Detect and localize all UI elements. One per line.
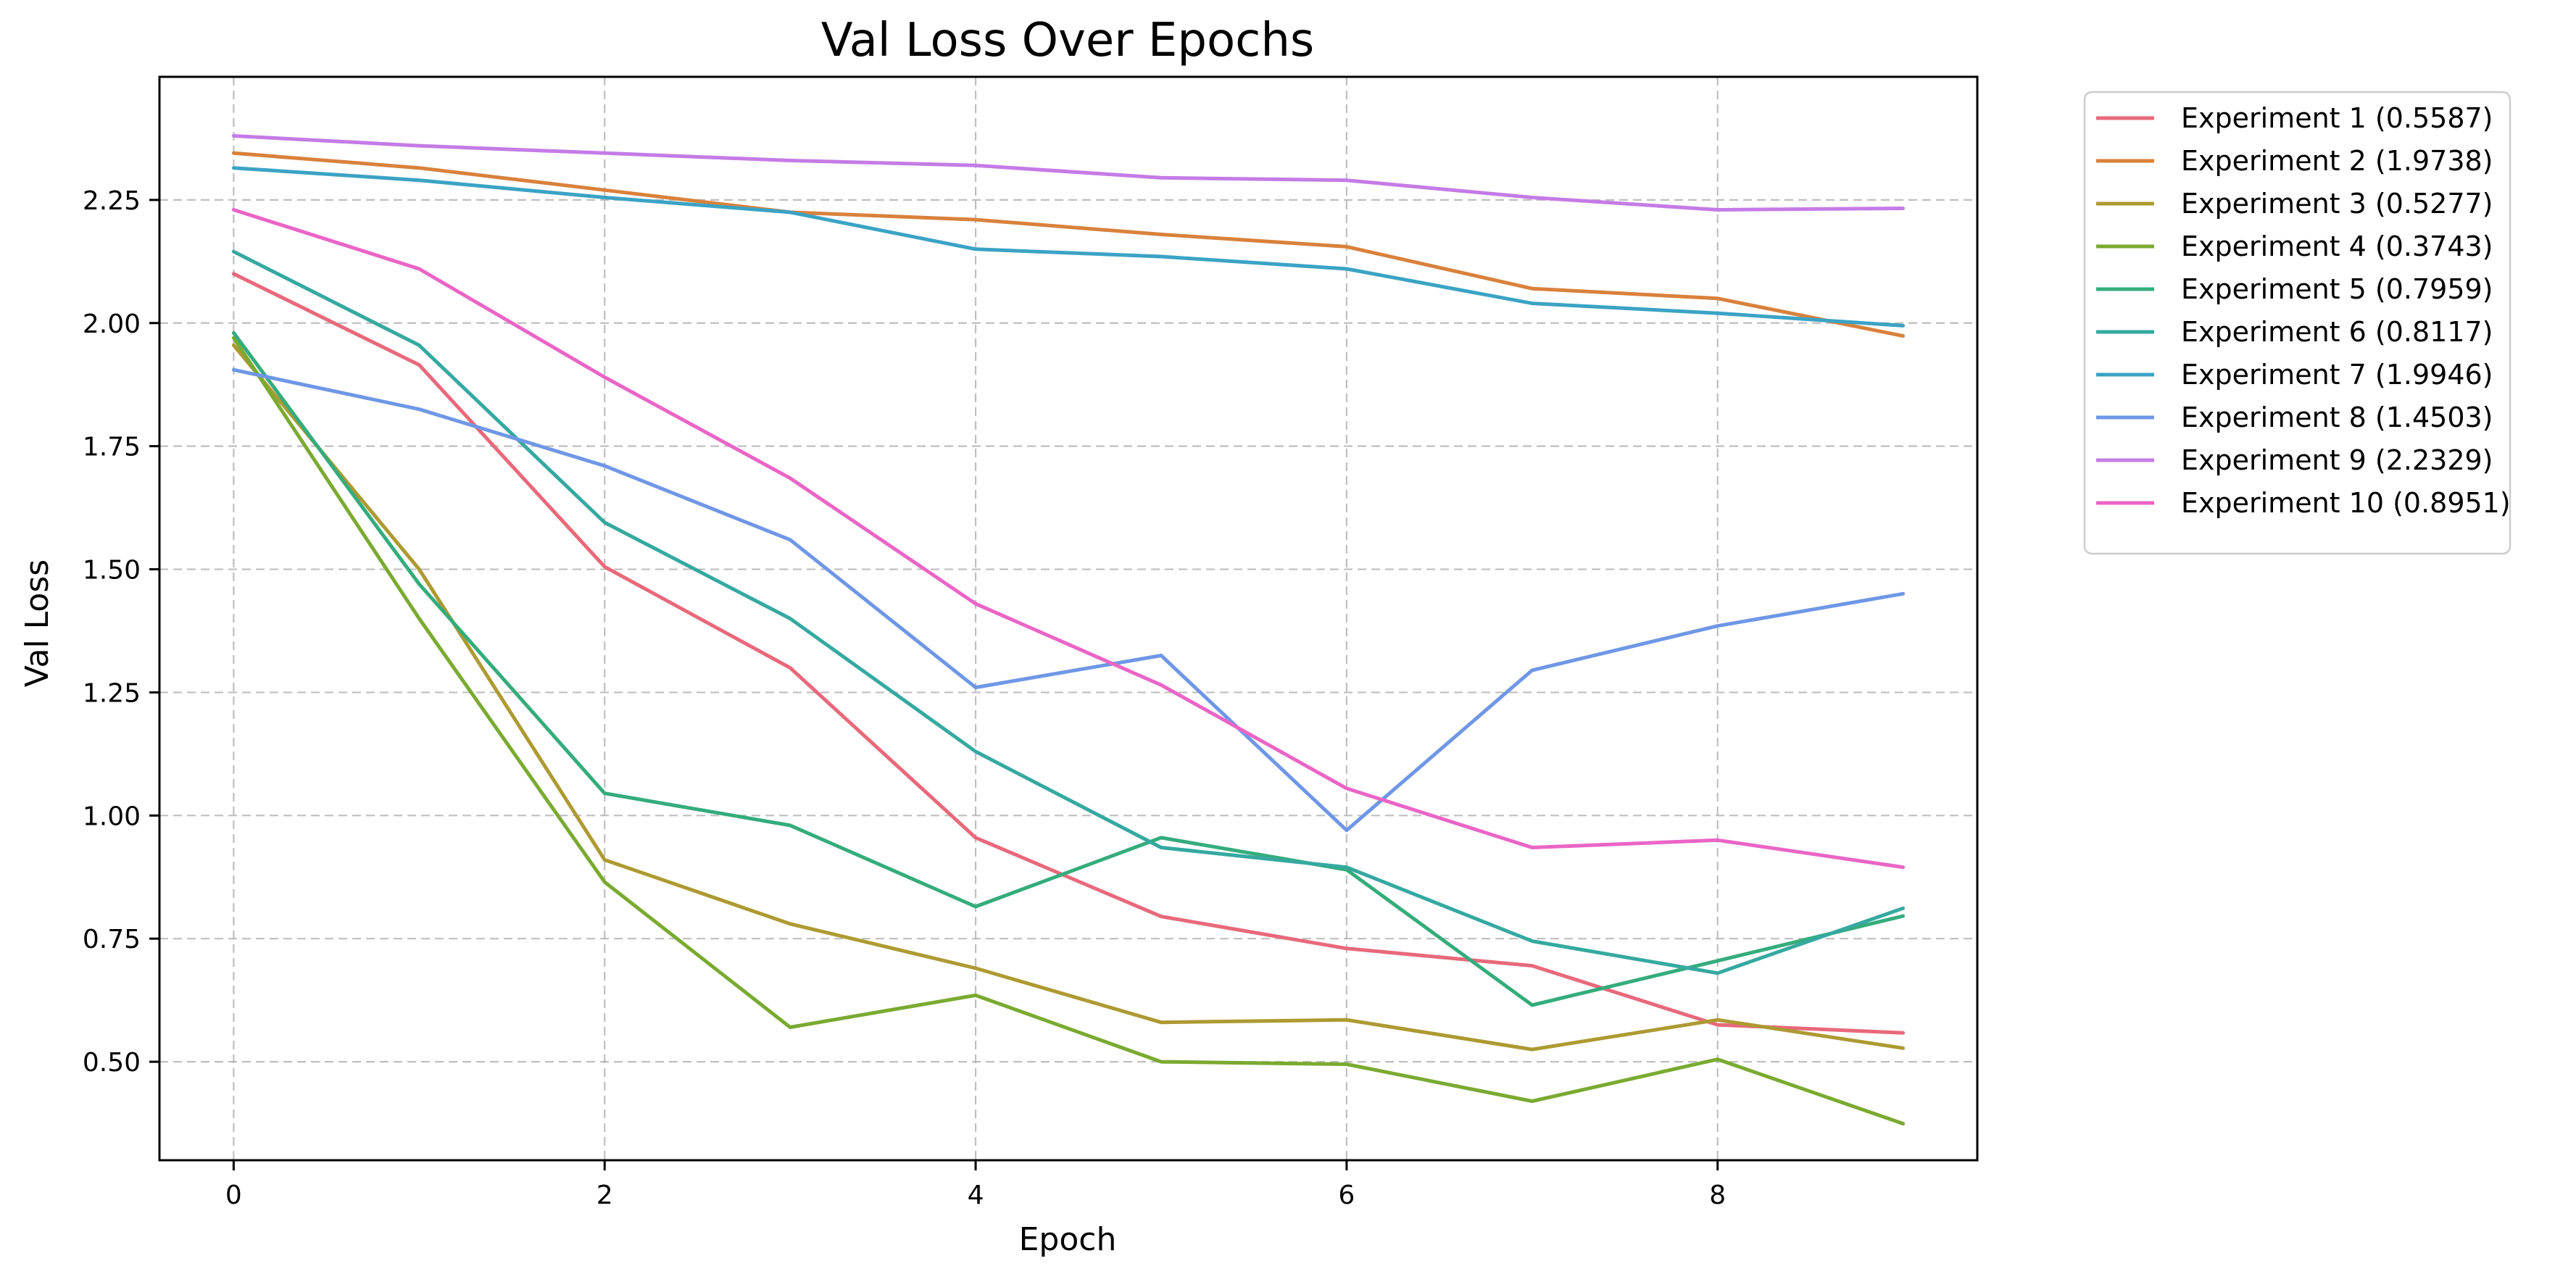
legend-label: Experiment 9 (2.2329) [2181, 444, 2493, 476]
y-tick-label: 2.25 [83, 186, 141, 216]
y-tick-label: 0.50 [83, 1048, 141, 1078]
series-line-10 [231, 208, 1906, 870]
legend-item-10: Experiment 10 (0.8951) [2096, 487, 2511, 519]
series-line-9 [231, 134, 1906, 212]
series-line-8 [231, 367, 1906, 833]
legend-label: Experiment 2 (1.9738) [2181, 145, 2493, 177]
legend-label: Experiment 6 (0.8117) [2181, 316, 2493, 348]
series-line-6 [231, 249, 1906, 975]
x-tick-label: 8 [1709, 1181, 1726, 1210]
legend-item-8: Experiment 8 (1.4503) [2096, 401, 2493, 433]
series-lines [231, 134, 1906, 1125]
x-axis-ticks: 0 2 4 6 8 [225, 1160, 1726, 1210]
x-tick-label: 0 [225, 1181, 242, 1210]
series-line-3 [231, 343, 1906, 1052]
legend-item-1: Experiment 1 (0.5587) [2096, 102, 2493, 134]
y-tick-label: 1.00 [83, 802, 141, 831]
legend-items: Experiment 1 (0.5587) Experiment 2 (1.973… [2096, 102, 2511, 519]
x-axis-label: Epoch [1019, 1221, 1117, 1258]
legend-label: Experiment 3 (0.5277) [2181, 188, 2493, 220]
y-tick-label: 0.75 [83, 925, 141, 954]
legend-item-4: Experiment 4 (0.3743) [2096, 230, 2493, 262]
series-line-4 [231, 336, 1906, 1125]
legend-label: Experiment 1 (0.5587) [2181, 102, 2493, 134]
gridlines [159, 77, 1977, 1160]
x-tick-label: 2 [597, 1181, 613, 1210]
legend-label: Experiment 5 (0.7959) [2181, 273, 2493, 305]
legend-box [2083, 91, 2511, 555]
legend-label: Experiment 7 (1.9946) [2181, 359, 2493, 391]
legend: Experiment 1 (0.5587) Experiment 2 (1.973… [2083, 91, 2511, 555]
y-tick-label: 1.75 [83, 433, 141, 462]
series-line-1 [231, 272, 1906, 1035]
series-line-5 [231, 330, 1906, 1007]
y-tick-label: 1.25 [83, 678, 141, 708]
series-line-7 [231, 166, 1906, 328]
legend-item-2: Experiment 2 (1.9738) [2096, 145, 2493, 177]
series-line-2 [231, 151, 1906, 338]
legend-item-7: Experiment 7 (1.9946) [2096, 359, 2493, 391]
legend-item-6: Experiment 6 (0.8117) [2096, 316, 2493, 348]
legend-label: Experiment 8 (1.4503) [2181, 401, 2493, 433]
plot-frame [158, 75, 1979, 1162]
legend-item-5: Experiment 5 (0.7959) [2096, 273, 2493, 305]
legend-item-9: Experiment 9 (2.2329) [2096, 444, 2493, 476]
legend-label: Experiment 10 (0.8951) [2181, 487, 2511, 519]
y-tick-label: 2.00 [83, 309, 141, 339]
chart-title: Val Loss Over Epochs [821, 14, 1314, 67]
y-tick-label: 1.50 [83, 556, 141, 586]
y-axis-label: Val Loss [19, 559, 56, 687]
legend-item-3: Experiment 3 (0.5277) [2096, 188, 2493, 220]
legend-label: Experiment 4 (0.3743) [2181, 230, 2493, 262]
x-tick-label: 4 [968, 1181, 984, 1210]
y-axis-ticks: 0.50 0.75 1.00 1.25 1.50 1.75 2.00 2.25 [83, 186, 159, 1078]
x-tick-label: 6 [1338, 1181, 1355, 1210]
